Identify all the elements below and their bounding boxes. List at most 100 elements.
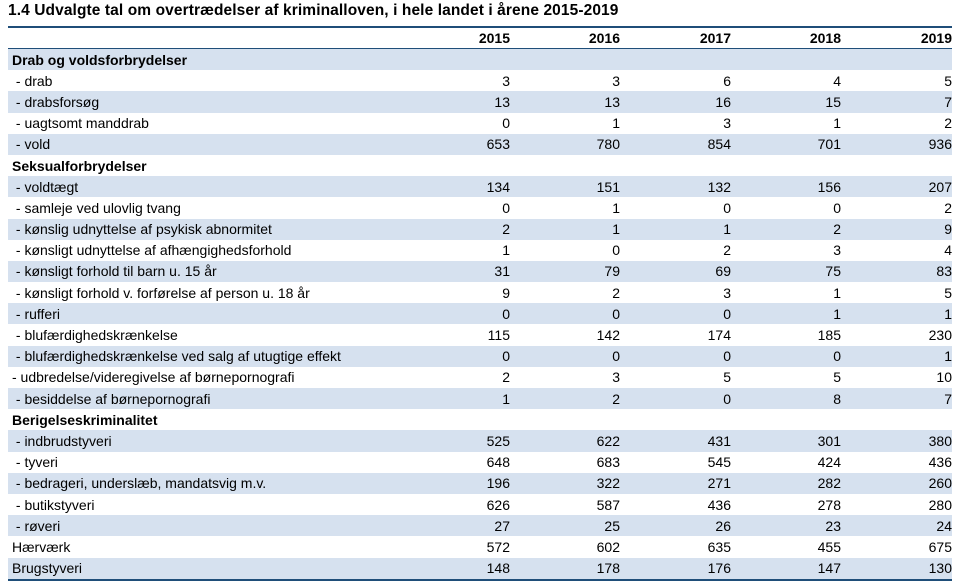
table-row: - rufferi 0 0 0 1 1 [8, 303, 952, 325]
value-cell-2017: 0 [723, 348, 731, 365]
value-cell-2019: 260 [928, 475, 952, 492]
value-cell-2015: 626 [486, 496, 510, 513]
value-cell-2018: 156 [817, 178, 841, 195]
value-cell-2017: 0 [723, 390, 731, 407]
row-label: - kønsligt forhold v. forførelse af pers… [12, 284, 310, 301]
row-label: - rufferi [12, 305, 60, 322]
value-cell-2017: 6 [723, 72, 731, 89]
value-cell-2018: 0 [833, 199, 841, 216]
value-cell-2017: 635 [707, 538, 731, 555]
value-cell-2016: 2 [612, 390, 620, 407]
header-divider [8, 48, 952, 49]
table-top-rule [8, 26, 952, 28]
value-cell-2018: 701 [817, 136, 841, 153]
value-cell-2019: 436 [928, 454, 952, 471]
value-cell-2019: 207 [928, 178, 952, 195]
value-cell-2019: 380 [928, 432, 952, 449]
value-cell-2015: 0 [502, 199, 510, 216]
value-cell-2019: 5 [944, 284, 952, 301]
table-row: - uagtsomt manddrab 0 1 3 1 2 [8, 113, 952, 134]
value-cell-2015: 648 [486, 454, 510, 471]
table-row: - besiddelse af børnepornografi 1 2 0 8 7 [8, 388, 952, 410]
value-cell-2017: 1 [723, 221, 731, 238]
value-cell-2016: 2 [612, 284, 620, 301]
value-cell-2016: 0 [612, 305, 620, 322]
value-cell-2018: 282 [817, 475, 841, 492]
value-cell-2018: 424 [817, 454, 841, 471]
value-cell-2016: 25 [604, 517, 620, 534]
value-cell-2015: 525 [486, 432, 510, 449]
table-row: - bedrageri, underslæb, mandatsvig m.v. 1… [8, 472, 952, 494]
value-cell-2016: 780 [596, 136, 620, 153]
table-row: - kønslig udnyttelse af psykisk abnormit… [8, 218, 952, 240]
table-row: - indbrudstyveri 525 622 431 301 380 [8, 430, 952, 452]
table-row: - udbredelse/videregivelse af børneporno… [8, 367, 952, 388]
table-row: - blufærdighedskrænkelse 115 142 174 185 230 [8, 324, 952, 345]
value-cell-2015: 0 [502, 305, 510, 322]
table-row: Brugstyveri 148 178 176 147 130 [8, 557, 952, 579]
value-cell-2017: 854 [707, 136, 731, 153]
value-cell-2015: 0 [502, 115, 510, 132]
value-cell-2016: 683 [596, 454, 620, 471]
value-cell-2018: 301 [817, 432, 841, 449]
value-cell-2019: 24 [936, 517, 952, 534]
value-cell-2015: 27 [494, 517, 510, 534]
table-title: 1.4 Udvalgte tal om overtrædelser af kri… [8, 2, 619, 19]
section-label: Drab og voldsforbrydelser [12, 51, 188, 68]
column-header-2015: 2015 [478, 30, 510, 46]
value-cell-2016: 587 [596, 496, 620, 513]
row-label: Brugstyveri [12, 560, 83, 577]
value-cell-2019: 10 [936, 369, 952, 386]
value-cell-2017: 132 [707, 178, 731, 195]
section-header-row: Berigelseskriminalitet [8, 409, 952, 430]
row-label: - røveri [12, 517, 61, 534]
value-cell-2017: 5 [723, 369, 731, 386]
table-header-row: 2015 2016 2017 2018 2019 [8, 28, 952, 48]
value-cell-2015: 31 [494, 263, 510, 280]
value-cell-2019: 2 [944, 115, 952, 132]
value-cell-2015: 9 [502, 284, 510, 301]
row-label: - drab [12, 72, 53, 89]
value-cell-2015: 653 [486, 136, 510, 153]
row-label: - drabsforsøg [12, 93, 100, 110]
crime-statistics-table: 2015 2016 2017 2018 2019 Drab og voldsfo… [8, 26, 952, 581]
table-row: - drab 3 3 6 4 5 [8, 70, 952, 91]
value-cell-2015: 134 [486, 178, 510, 195]
value-cell-2017: 69 [715, 263, 731, 280]
table-row: - kønsligt udnyttelse af afhængighedsfor… [8, 240, 952, 261]
row-label: - voldtægt [12, 178, 79, 195]
value-cell-2016: 1 [612, 199, 620, 216]
value-cell-2016: 178 [596, 560, 620, 577]
value-cell-2018: 5 [833, 369, 841, 386]
row-label: - blufærdighedskrænkelse [12, 327, 178, 344]
value-cell-2019: 936 [928, 136, 952, 153]
table-row: - kønsligt forhold v. forførelse af pers… [8, 282, 952, 303]
value-cell-2018: 3 [833, 242, 841, 259]
value-cell-2017: 26 [715, 517, 731, 534]
table-row: - butikstyveri 626 587 436 278 280 [8, 494, 952, 515]
row-label: - indbrudstyveri [12, 432, 112, 449]
value-cell-2015: 196 [486, 475, 510, 492]
table-row: Hærværk 572 602 635 455 675 [8, 536, 952, 557]
column-header-2019: 2019 [920, 30, 952, 46]
row-label: - kønsligt udnyttelse af afhængighedsfor… [12, 242, 292, 259]
row-label: - tyveri [12, 454, 58, 471]
value-cell-2019: 7 [944, 390, 952, 407]
table-row: - vold 653 780 854 701 936 [8, 133, 952, 155]
value-cell-2018: 1 [833, 284, 841, 301]
value-cell-2017: 174 [707, 327, 731, 344]
value-cell-2017: 16 [715, 93, 731, 110]
value-cell-2019: 675 [928, 538, 952, 555]
value-cell-2018: 455 [817, 538, 841, 555]
row-label: - vold [12, 136, 51, 153]
section-label: Berigelseskriminalitet [12, 411, 158, 428]
table-row: - tyveri 648 683 545 424 436 [8, 452, 952, 473]
row-label: - uagtsomt manddrab [12, 115, 149, 132]
table-body: Drab og voldsforbrydelser - drab 3 3 6 4 5 - … [8, 49, 952, 579]
value-cell-2018: 1 [833, 305, 841, 322]
row-label: - butikstyveri [12, 496, 95, 513]
value-cell-2015: 115 [487, 327, 510, 344]
value-cell-2015: 1 [502, 242, 510, 259]
value-cell-2017: 545 [707, 454, 731, 471]
value-cell-2019: 1 [944, 305, 952, 322]
